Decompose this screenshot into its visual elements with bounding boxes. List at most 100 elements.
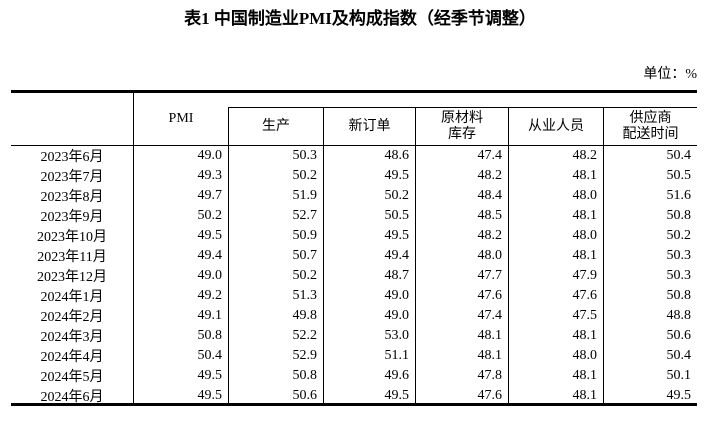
value-cell-production: 49.8 [228,306,323,326]
value-cell-supplier-delivery: 50.8 [603,286,697,306]
value-cell-employment: 48.1 [508,386,603,406]
table-row: 2023年7月 49.3 50.2 49.5 48.2 48.1 50.5 [11,166,697,186]
table-row: 2024年1月 49.2 51.3 49.0 47.6 47.6 50.8 [11,286,697,306]
value-cell-new-orders: 49.0 [323,286,415,306]
table-row: 2024年6月 49.5 50.6 49.5 47.6 48.1 49.5 [11,386,697,406]
col-header-raw-materials-inventory: 原材料 库存 [415,108,508,145]
value-cell-new-orders: 51.1 [323,346,415,366]
date-cell: 2024年1月 [40,290,104,305]
date-cell: 2023年11月 [37,250,107,265]
value-cell-production: 50.7 [228,246,323,266]
date-cell: 2023年6月 [40,150,104,165]
value-cell-pmi: 50.8 [133,326,228,346]
value-cell-supplier-delivery: 51.6 [603,186,697,206]
table-row: 2024年5月 49.5 50.8 49.6 47.8 48.1 50.1 [11,366,697,386]
value-cell-employment: 47.5 [508,306,603,326]
date-cell: 2023年10月 [37,230,107,245]
sub-header-group: 生产 新订单 原材料 库存 从业人员 供应商 配送时间 [228,107,697,145]
table-row: 2024年4月 50.4 52.9 51.1 48.1 48.0 50.4 [11,346,697,366]
value-cell-supplier-delivery: 50.2 [603,226,697,246]
value-cell-pmi: 50.4 [133,346,228,366]
value-cell-employment: 48.1 [508,326,603,346]
value-cell-production: 50.3 [228,146,323,166]
table-row: 2023年6月 49.0 50.3 48.6 47.4 48.2 50.4 [11,146,697,166]
value-cell-production: 50.9 [228,226,323,246]
value-cell-employment: 48.0 [508,186,603,206]
value-cell-employment: 48.2 [508,146,603,166]
table-row: 2024年3月 50.8 52.2 53.0 48.1 48.1 50.6 [11,326,697,346]
value-cell-supplier-delivery: 50.8 [603,206,697,226]
value-cell-pmi: 49.5 [133,226,228,246]
value-cell-new-orders: 49.5 [323,386,415,406]
value-cell-new-orders: 48.7 [323,266,415,286]
value-cell-raw-materials: 48.1 [415,326,508,346]
value-cell-employment: 48.0 [508,346,603,366]
page: 表1 中国制造业PMI及构成指数（经季节调整） 单位：% PMI 生产 新订单 … [0,8,720,406]
value-cell-pmi: 49.7 [133,186,228,206]
value-cell-supplier-delivery: 49.5 [603,386,697,406]
value-cell-supplier-delivery: 50.6 [603,326,697,346]
value-cell-new-orders: 49.0 [323,306,415,326]
value-cell-raw-materials: 47.8 [415,366,508,386]
date-cell: 2024年6月 [40,390,104,405]
value-cell-production: 52.7 [228,206,323,226]
table-row: 2023年9月 50.2 52.7 50.5 48.5 48.1 50.8 [11,206,697,226]
value-cell-production: 50.2 [228,266,323,286]
value-cell-supplier-delivery: 50.1 [603,366,697,386]
date-cell: 2023年7月 [40,170,104,185]
corner-cell [11,93,133,145]
value-cell-employment: 48.0 [508,226,603,246]
value-cell-supplier-delivery: 48.8 [603,306,697,326]
value-cell-supplier-delivery: 50.3 [603,266,697,286]
value-cell-new-orders: 49.5 [323,166,415,186]
date-cell: 2024年4月 [40,350,104,365]
value-cell-employment: 47.9 [508,266,603,286]
table-row: 2023年12月 49.0 50.2 48.7 47.7 47.9 50.3 [11,266,697,286]
value-cell-pmi: 49.0 [133,266,228,286]
value-cell-raw-materials: 47.4 [415,306,508,326]
value-cell-raw-materials: 48.5 [415,206,508,226]
value-cell-supplier-delivery: 50.4 [603,146,697,166]
value-cell-production: 52.2 [228,326,323,346]
value-cell-supplier-delivery: 50.4 [603,346,697,366]
col-header-new-orders: 新订单 [323,108,415,145]
table-row: 2023年11月 49.4 50.7 49.4 48.0 48.1 50.3 [11,246,697,266]
value-cell-employment: 47.6 [508,286,603,306]
value-cell-pmi: 49.3 [133,166,228,186]
value-cell-production: 51.9 [228,186,323,206]
value-cell-production: 52.9 [228,346,323,366]
value-cell-production: 51.3 [228,286,323,306]
value-cell-pmi: 49.4 [133,246,228,266]
value-cell-raw-materials: 47.4 [415,146,508,166]
unit-label: 单位：% [643,67,697,82]
date-cell: 2023年9月 [40,210,104,225]
value-cell-production: 50.8 [228,366,323,386]
value-cell-raw-materials: 47.7 [415,266,508,286]
value-cell-raw-materials: 48.2 [415,226,508,246]
col-header-employment: 从业人员 [508,108,603,145]
value-cell-new-orders: 49.6 [323,366,415,386]
value-cell-employment: 48.1 [508,246,603,266]
pmi-table: PMI 生产 新订单 原材料 库存 从业人员 供应商 配送时间 2023年6月 … [11,90,697,406]
value-cell-employment: 48.1 [508,206,603,226]
value-cell-pmi: 49.0 [133,146,228,166]
value-cell-raw-materials: 48.0 [415,246,508,266]
value-cell-new-orders: 49.4 [323,246,415,266]
value-cell-pmi: 49.5 [133,386,228,406]
table-header-row: PMI 生产 新订单 原材料 库存 从业人员 供应商 配送时间 [11,93,697,146]
value-cell-raw-materials: 48.1 [415,346,508,366]
value-cell-new-orders: 48.6 [323,146,415,166]
value-cell-pmi: 49.5 [133,366,228,386]
date-cell: 2023年12月 [37,270,107,285]
table-body: 2023年6月 49.0 50.3 48.6 47.4 48.2 50.4 20… [11,146,697,406]
value-cell-production: 50.6 [228,386,323,406]
value-cell-new-orders: 50.5 [323,206,415,226]
value-cell-pmi: 49.1 [133,306,228,326]
value-cell-raw-materials: 48.2 [415,166,508,186]
value-cell-raw-materials: 47.6 [415,386,508,406]
value-cell-new-orders: 50.2 [323,186,415,206]
col-header-supplier-delivery-time: 供应商 配送时间 [603,108,697,145]
date-cell: 2024年2月 [40,310,104,325]
value-cell-pmi: 50.2 [133,206,228,226]
col-header-production: 生产 [228,108,323,145]
